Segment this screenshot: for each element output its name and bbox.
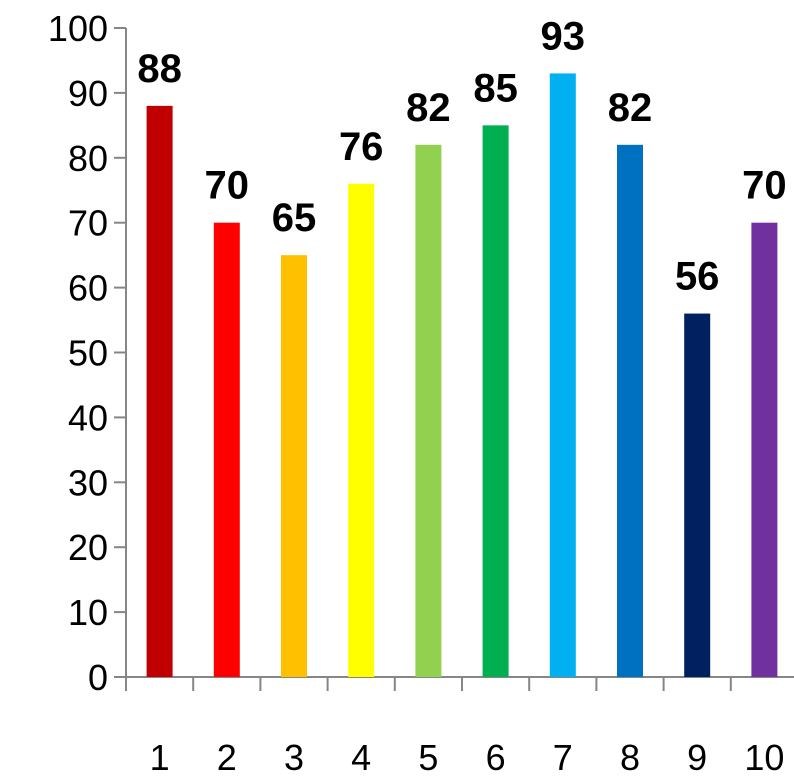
x-tick-label-10: 10 xyxy=(744,737,784,778)
data-label-1: 88 xyxy=(137,47,182,91)
data-label-3: 65 xyxy=(272,196,317,240)
bar-7 xyxy=(549,73,576,678)
x-tick-label-2: 2 xyxy=(217,737,237,778)
bar-6 xyxy=(482,125,509,678)
x-tick-label-8: 8 xyxy=(620,737,640,778)
data-label-2: 70 xyxy=(205,164,250,208)
x-tick-label-9: 9 xyxy=(687,737,707,778)
x-tick-label-1: 1 xyxy=(150,737,170,778)
bar-2 xyxy=(213,222,240,677)
data-label-7: 93 xyxy=(541,14,586,58)
x-tick-label-5: 5 xyxy=(418,737,438,778)
bar-4 xyxy=(348,183,375,677)
data-label-4: 76 xyxy=(339,125,384,169)
data-label-5: 82 xyxy=(406,86,451,130)
bars xyxy=(146,73,778,678)
y-tick-label: 90 xyxy=(68,73,108,114)
data-label-9: 56 xyxy=(675,255,720,299)
x-tick-label-7: 7 xyxy=(553,737,573,778)
bar-8 xyxy=(617,144,643,677)
x-tick-label-3: 3 xyxy=(284,737,304,778)
bar-1 xyxy=(146,105,173,677)
x-tick-label-6: 6 xyxy=(486,737,506,778)
y-tick-label: 80 xyxy=(68,138,108,179)
data-label-6: 85 xyxy=(473,66,518,110)
x-tick-label-4: 4 xyxy=(351,737,371,778)
y-tick-label: 50 xyxy=(68,333,108,374)
y-tick-label: 60 xyxy=(68,268,108,309)
y-tick-label: 100 xyxy=(48,8,108,49)
y-tick-label: 10 xyxy=(68,592,108,633)
bar-3 xyxy=(281,255,307,677)
data-label-8: 82 xyxy=(608,86,653,130)
y-tick-label: 0 xyxy=(88,657,108,698)
y-tick-label: 30 xyxy=(68,462,108,503)
data-label-10: 70 xyxy=(742,164,787,208)
y-tick-label: 70 xyxy=(68,203,108,244)
bar-10 xyxy=(751,222,778,677)
bar-9 xyxy=(684,313,711,677)
data-labels: 88 70 65 76 82 85 93 82 56 70 xyxy=(137,14,786,298)
y-tick-label: 40 xyxy=(68,397,108,438)
bar-5 xyxy=(415,144,442,677)
y-tick-label: 20 xyxy=(68,527,108,568)
